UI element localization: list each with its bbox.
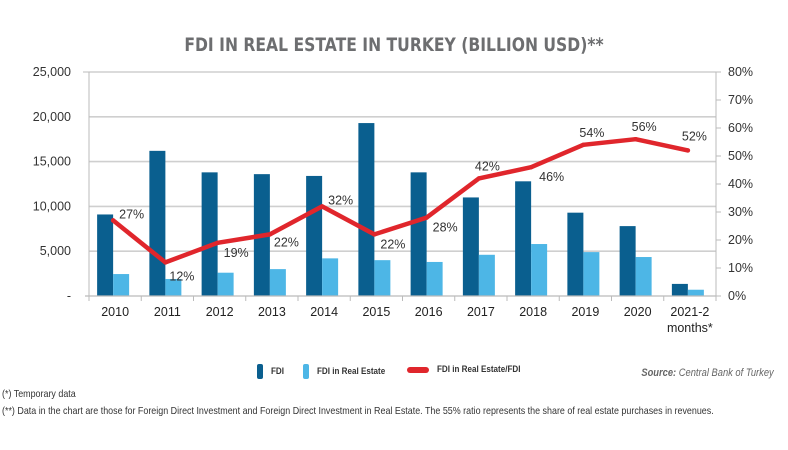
ratio-point — [372, 232, 377, 237]
bar-fdi-real-estate — [322, 258, 339, 296]
ratio-point — [319, 204, 325, 209]
bar-fdi-real-estate — [165, 278, 182, 296]
ratio-point — [424, 215, 429, 220]
x-tick-label: months* — [667, 321, 713, 335]
bar-fdi — [619, 226, 636, 296]
x-tick-label: 2012 — [206, 305, 234, 319]
bar-fdi-real-estate — [217, 272, 234, 296]
ratio-data-label: 54% — [579, 126, 604, 140]
source-text: Central Bank of Turkey — [676, 367, 774, 379]
x-tick-label: 2021-2 — [670, 305, 709, 319]
gridlines — [89, 71, 716, 252]
y-right-tick-label: 50% — [728, 149, 753, 163]
ratio-data-label: 32% — [328, 193, 353, 207]
x-tick-label: 2010 — [101, 305, 129, 319]
legend-label-ratio: FDI in Real Estate/FDI — [437, 364, 521, 375]
legend-swatch-fdi — [257, 364, 263, 379]
bar-fdi-real-estate — [113, 274, 130, 296]
legend: FDI FDI in Real Estate FDI in Real Estat… — [0, 364, 788, 384]
bar-fdi — [306, 175, 323, 296]
footnote-data-explanation: (**) Data in the chart are those for For… — [2, 405, 714, 417]
ratio-point — [685, 148, 691, 153]
ratio-point — [163, 260, 168, 265]
ratio-line-path — [110, 136, 691, 265]
ratio-data-label: 46% — [539, 170, 564, 184]
legend-swatch-fdi-real-estate — [303, 364, 309, 379]
x-tick-label: 2020 — [624, 305, 652, 319]
x-tick-label: 2016 — [415, 305, 443, 319]
tick-labels: - 5,000 10,000 15,000 20,000 25,000 0% 10% 20% 30… — [33, 65, 753, 335]
ratio-data-label: 22% — [380, 237, 405, 251]
y-left-tick-label: 25,000 — [33, 65, 71, 79]
x-tick-label: 2015 — [362, 305, 390, 319]
y-right-tick-label: 60% — [728, 121, 753, 135]
bar-fdi-real-estate — [635, 257, 652, 296]
bar-fdi-real-estate — [583, 252, 600, 296]
legend-item-fdi-real-estate: FDI in Real Estate — [303, 364, 397, 379]
x-tick-label: 2017 — [467, 305, 495, 319]
y-right-tick-label: 20% — [728, 233, 753, 247]
legend-label-fdi-real-estate: FDI in Real Estate — [317, 366, 386, 377]
y-right-tick-label: 30% — [728, 205, 753, 219]
bar-fdi — [97, 214, 114, 296]
y-left-tick-label: - — [67, 289, 71, 303]
bar-fdi — [149, 150, 166, 296]
ratio-data-label: 19% — [224, 246, 249, 260]
legend-swatch-ratio — [407, 366, 429, 373]
source-note: Source: Central Bank of Turkey — [642, 367, 774, 379]
bar-fdi-real-estate — [531, 244, 548, 296]
ratio-point — [476, 176, 482, 181]
legend-label-fdi: FDI — [271, 366, 285, 377]
y-right-tick-label: 80% — [728, 65, 753, 79]
bar-fdi — [201, 172, 218, 296]
bars — [97, 123, 704, 297]
ratio-point — [633, 137, 638, 142]
y-right-tick-label: 70% — [728, 93, 753, 107]
chart-plot: - 5,000 10,000 15,000 20,000 25,000 0% 10% 20% 30… — [33, 65, 753, 335]
bar-fdi — [410, 172, 427, 296]
y-left-tick-label: 10,000 — [33, 199, 71, 213]
ratio-line — [110, 136, 691, 265]
source-label: Source: — [641, 367, 677, 379]
x-tick-label: 2019 — [571, 305, 599, 319]
bar-fdi — [671, 283, 688, 296]
ratio-point — [215, 240, 220, 245]
y-right-tick-label: 0% — [728, 289, 746, 303]
legend-item-ratio: FDI in Real Estate/FDI — [407, 364, 535, 375]
y-left-tick-label: 20,000 — [33, 110, 71, 124]
x-tick-label: 2011 — [154, 305, 181, 319]
chart-title: FDI IN REAL ESTATE IN TURKEY (BILLION US… — [184, 34, 604, 56]
bar-fdi-real-estate — [426, 261, 443, 296]
y-left-tick-label: 5,000 — [40, 244, 71, 258]
y-right-tick-label: 10% — [728, 261, 753, 275]
ratio-point — [110, 218, 116, 223]
bar-fdi — [567, 212, 584, 296]
ratio-data-label: 42% — [475, 159, 500, 173]
legend-item-fdi: FDI — [257, 364, 286, 379]
bar-fdi-real-estate — [269, 269, 286, 296]
y-left-tick-label: 15,000 — [33, 155, 71, 169]
bar-fdi-real-estate — [478, 254, 495, 296]
axes — [83, 71, 721, 301]
bar-fdi-real-estate — [374, 260, 391, 296]
ratio-point — [581, 142, 586, 147]
bar-fdi-real-estate — [687, 289, 704, 296]
x-tick-label: 2018 — [519, 305, 547, 319]
ratio-data-label: 12% — [169, 269, 194, 283]
x-tick-label: 2013 — [258, 305, 286, 319]
ratio-data-label: 27% — [119, 207, 144, 221]
bar-fdi — [358, 123, 375, 297]
ratio-point — [267, 232, 273, 237]
ratio-point — [528, 165, 534, 170]
bar-fdi — [515, 181, 532, 296]
ratio-data-label: 52% — [682, 129, 707, 143]
x-tick-label: 2014 — [310, 305, 338, 319]
bar-fdi — [462, 197, 479, 296]
y-right-tick-label: 40% — [728, 177, 753, 191]
ratio-data-label: 28% — [433, 221, 458, 235]
footnote-temporary: (*) Temporary data — [2, 388, 76, 400]
ratio-data-label: 56% — [632, 120, 657, 134]
ratio-data-label: 22% — [274, 235, 299, 249]
